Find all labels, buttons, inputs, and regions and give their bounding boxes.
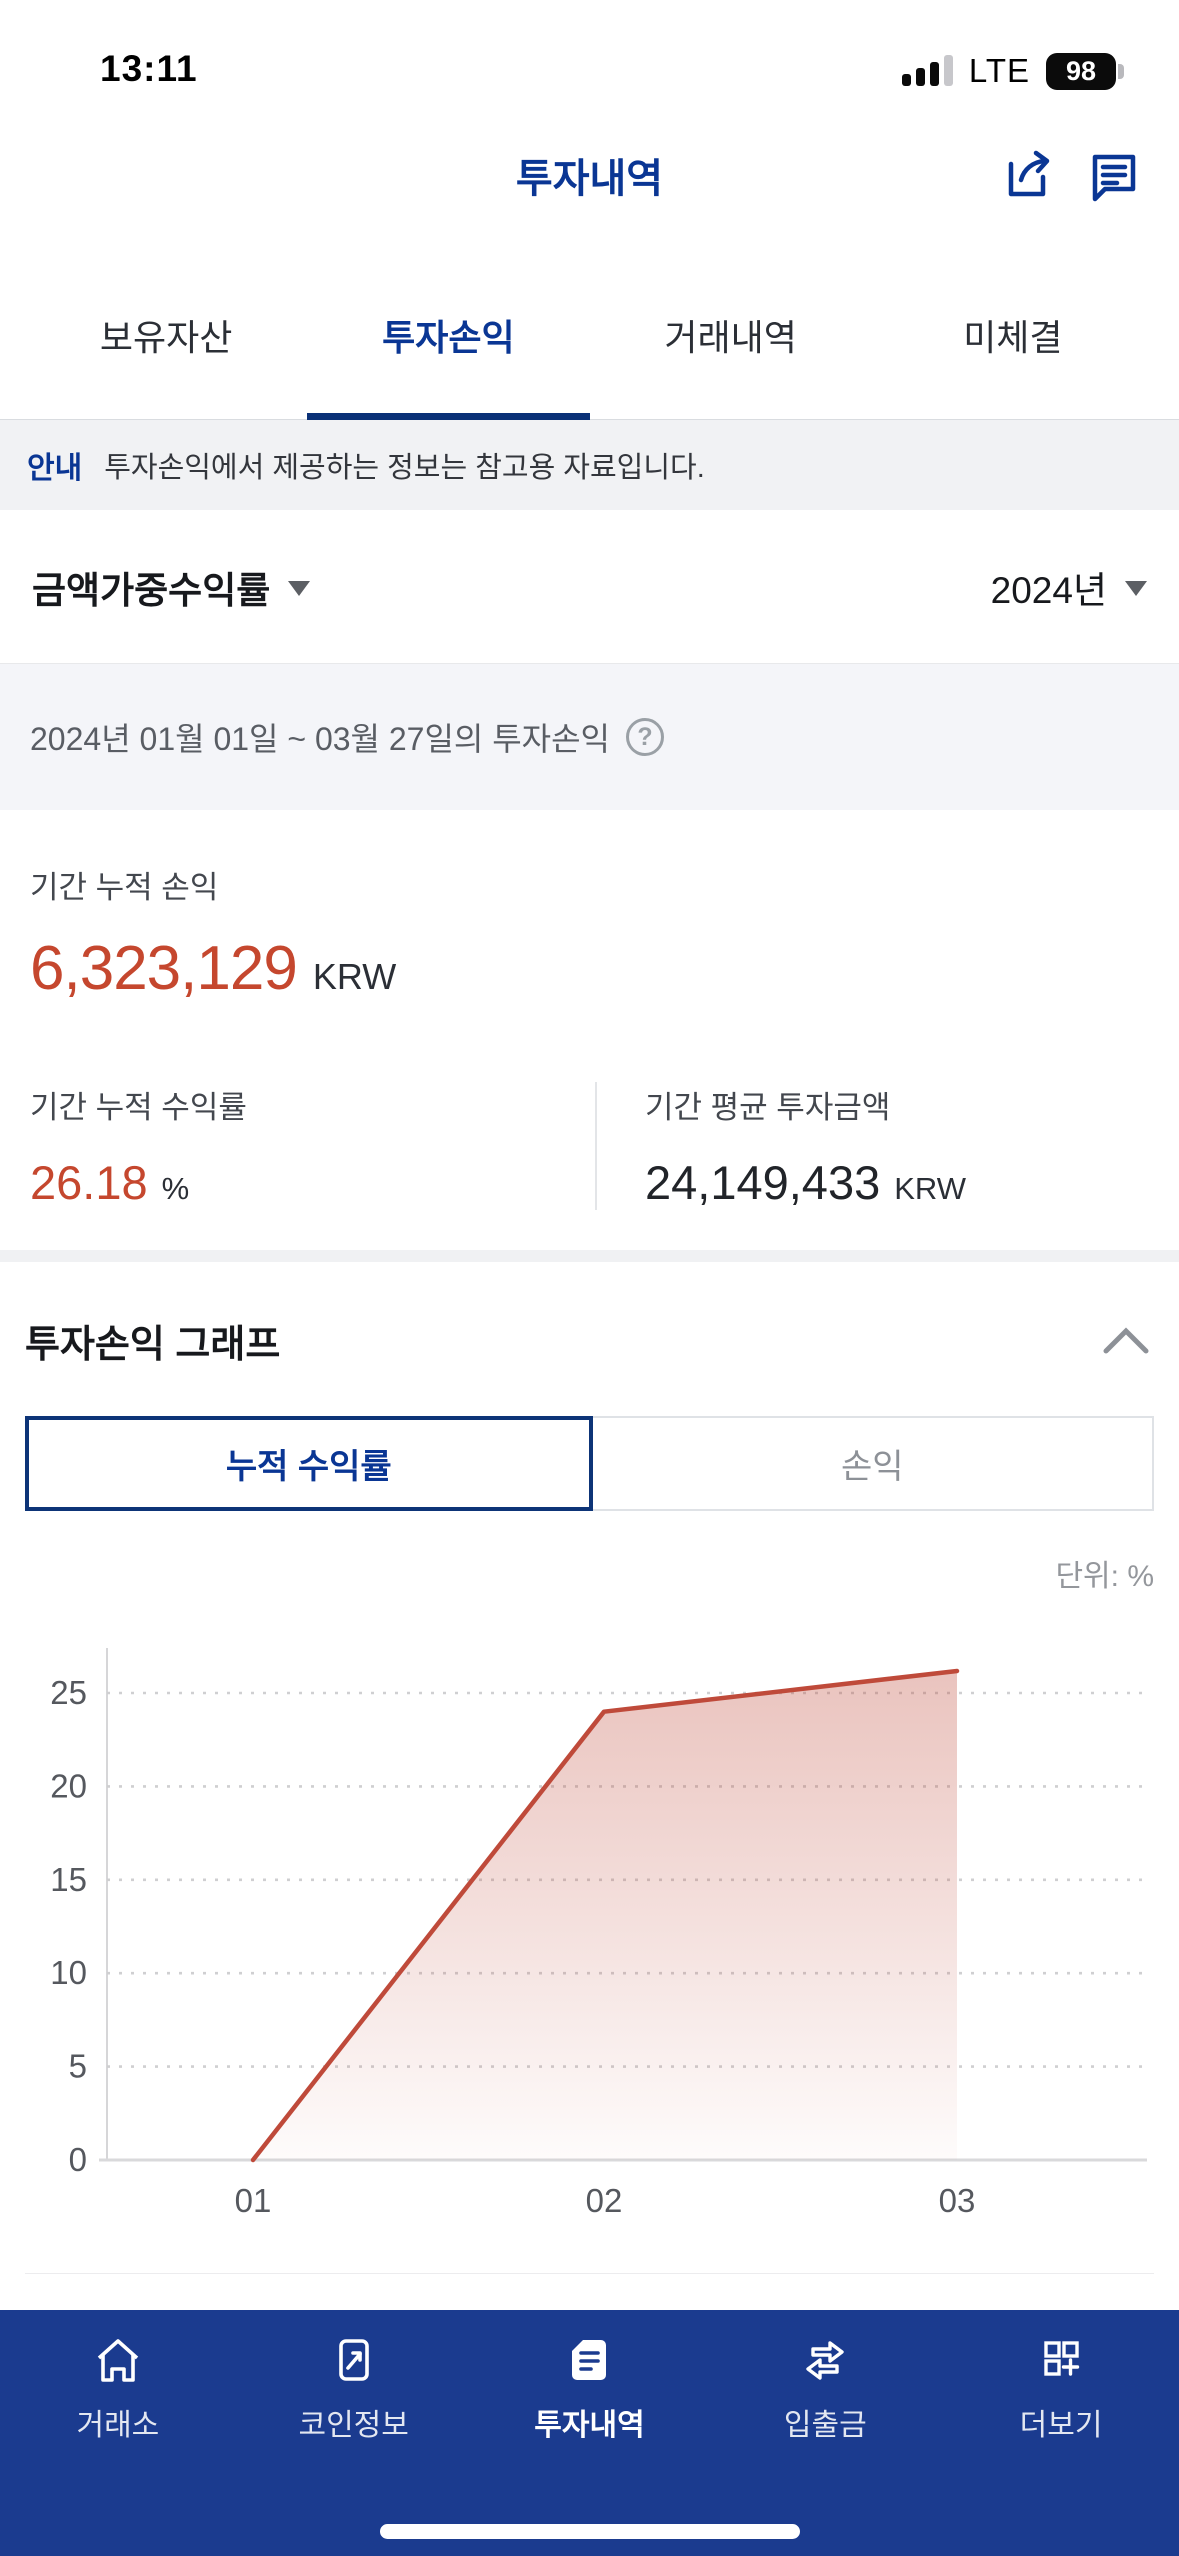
feedback-chat-icon[interactable] <box>1085 147 1141 203</box>
filter-row: 금액가중수익률 2024년 <box>0 510 1179 664</box>
svg-text:5: 5 <box>69 2048 87 2085</box>
pnl-summary: 기간 누적 손익 6,323,129 KRW 기간 누적 수익률 26.18 %… <box>0 810 1179 1250</box>
svg-text:20: 20 <box>50 1767 87 1804</box>
profit-chart: 0 5 10 15 20 25 01 02 03 <box>25 1593 1154 2238</box>
network-type: LTE <box>968 52 1030 89</box>
cumulative-profit-value: 6,323,129 <box>30 934 298 1003</box>
status-bar: 13:11 LTE 98 <box>0 0 1179 100</box>
svg-text:0: 0 <box>69 2141 87 2178</box>
coin-chart-icon <box>326 2332 382 2388</box>
svg-text:01: 01 <box>235 2182 272 2219</box>
battery-cap <box>1118 63 1124 79</box>
more-grid-icon <box>1033 2332 1089 2388</box>
chevron-down-icon <box>1125 581 1147 596</box>
document-icon <box>561 2332 617 2388</box>
graph-section: 투자손익 그래프 누적 수익률 손익 단위: % 0 5 10 15 20 25 01 02 0… <box>0 1312 1179 2274</box>
svg-text:15: 15 <box>50 1861 87 1898</box>
collapse-chevron-up-icon[interactable] <box>1098 1320 1154 1360</box>
return-metric-dropdown[interactable]: 금액가중수익률 <box>32 560 311 614</box>
clock: 13:11 <box>100 48 198 89</box>
avg-investment-label: 기간 평균 투자금액 <box>645 1090 891 1125</box>
nav-deposit-withdraw[interactable]: 입출금 <box>707 2332 943 2444</box>
chevron-down-icon <box>288 581 311 596</box>
chart-unit-label: 단위: % <box>1055 1560 1154 1593</box>
svg-text:25: 25 <box>50 1674 87 1711</box>
svg-text:10: 10 <box>50 1954 87 1991</box>
nav-investment-history[interactable]: 투자내역 <box>472 2332 708 2444</box>
status-indicators: LTE 98 <box>901 52 1124 90</box>
avg-investment-unit: KRW <box>894 1171 966 1206</box>
divider-line <box>25 2273 1154 2274</box>
chart-mode-toggle: 누적 수익률 손익 <box>25 1416 1154 1511</box>
nav-coin-info[interactable]: 코인정보 <box>236 2332 472 2444</box>
header: 투자내역 <box>0 100 1179 250</box>
tab-open-orders[interactable]: 미체결 <box>963 316 1063 358</box>
battery-icon: 98 <box>1046 52 1124 90</box>
avg-investment-value: 24,149,433 <box>645 1156 881 1209</box>
tab-held-assets[interactable]: 보유자산 <box>99 316 233 358</box>
nav-exchange[interactable]: 거래소 <box>0 2332 236 2444</box>
graph-section-title: 투자손익 그래프 <box>25 1323 281 1366</box>
help-icon[interactable]: ? <box>626 718 664 756</box>
tab-bar: 보유자산 투자손익 거래내역 미체결 <box>0 250 1179 420</box>
nav-more[interactable]: 더보기 <box>943 2332 1179 2444</box>
notice-text: 투자손익에서 제공하는 정보는 참고용 자료입니다. <box>104 452 705 484</box>
svg-text:03: 03 <box>939 2182 976 2219</box>
cumulative-profit-label: 기간 누적 손익 <box>30 870 219 905</box>
notice-bar: 안내 투자손익에서 제공하는 정보는 참고용 자료입니다. <box>0 420 1179 510</box>
avg-investment-block: 기간 평균 투자금액 24,149,433 KRW <box>595 1082 1149 1210</box>
battery-percentage: 98 <box>1046 52 1116 90</box>
cumulative-return-block: 기간 누적 수익률 26.18 % <box>30 1082 595 1210</box>
period-info-bar: 2024년 01월 01일 ~ 03월 27일의 투자손익 ? <box>0 664 1179 810</box>
tab-investment-pnl[interactable]: 투자손익 <box>307 250 590 420</box>
page-title: 투자내역 <box>515 157 664 201</box>
tab-transaction-history[interactable]: 거래내역 <box>664 316 797 358</box>
section-divider <box>0 1250 1179 1262</box>
notice-badge: 안내 <box>27 452 83 485</box>
cumulative-return-unit: % <box>161 1171 190 1206</box>
cumulative-return-value: 26.18 <box>30 1156 148 1209</box>
transfer-arrows-icon <box>797 2332 853 2388</box>
toggle-cumulative-return[interactable]: 누적 수익률 <box>25 1416 593 1511</box>
signal-strength-icon <box>901 54 953 88</box>
home-indicator[interactable] <box>379 2524 800 2539</box>
svg-text:02: 02 <box>586 2182 623 2219</box>
year-dropdown[interactable]: 2024년 <box>991 560 1147 614</box>
toggle-pnl[interactable]: 손익 <box>592 1416 1154 1511</box>
home-icon <box>90 2332 146 2388</box>
bottom-nav: 거래소 코인정보 투자 <box>0 2310 1179 2556</box>
period-range-text: 2024년 01월 01일 ~ 03월 27일의 투자손익 <box>30 721 610 757</box>
cumulative-profit-unit: KRW <box>312 956 397 997</box>
share-icon[interactable] <box>999 147 1055 203</box>
cumulative-return-label: 기간 누적 수익률 <box>30 1090 247 1125</box>
